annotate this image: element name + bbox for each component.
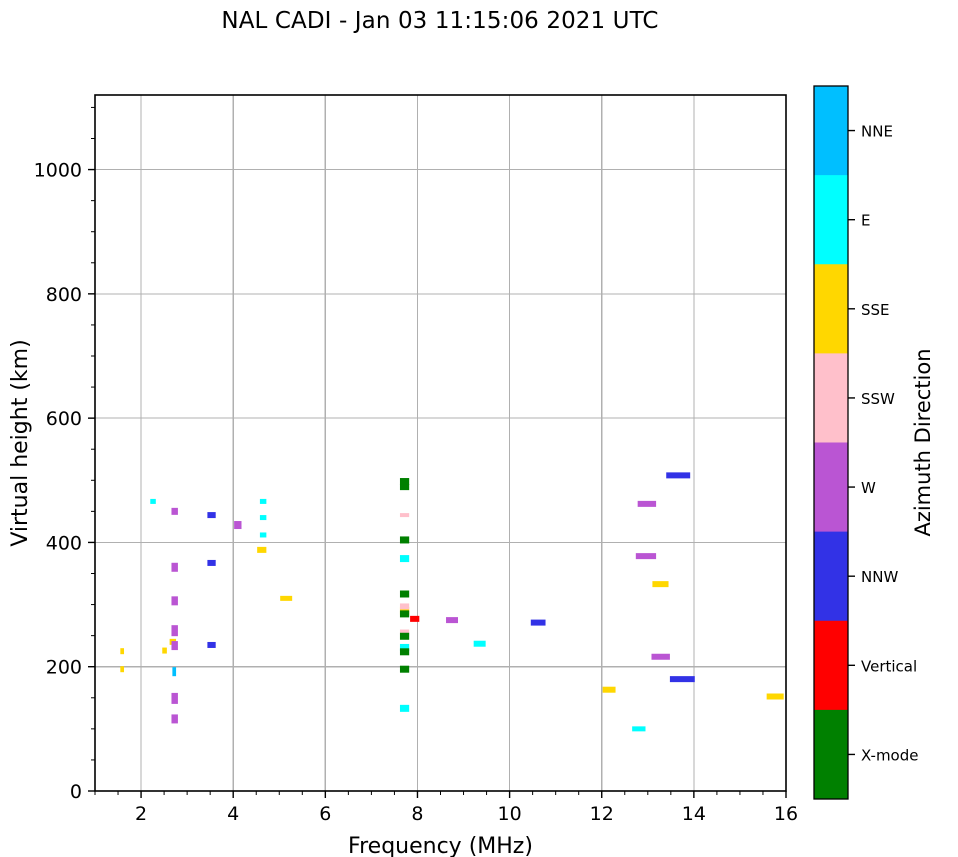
x-tick-label: 6 xyxy=(319,803,331,825)
colorbar-segment-w[interactable] xyxy=(814,442,848,533)
colorbar-segment-x-mode[interactable] xyxy=(814,709,848,800)
colorbar-segment-ssw[interactable] xyxy=(814,353,848,443)
axis-tick-labels: 2 4 6 8 10 12 14 16 0 200 400 600 800 1000 Frequency (… xyxy=(8,160,798,857)
y-tick-label: 600 xyxy=(46,408,82,430)
x-tick-label: 16 xyxy=(774,803,798,825)
axis-ticks xyxy=(88,106,787,798)
x-tick-label: 12 xyxy=(590,803,614,825)
x-tick-label: 8 xyxy=(411,803,423,825)
colorbar-label-ssw: SSW xyxy=(861,390,895,408)
colorbar-title: Azimuth Direction xyxy=(911,348,935,536)
x-axis-label: Frequency (MHz) xyxy=(348,834,533,857)
y-tick-label: 800 xyxy=(46,284,82,306)
colorbar-segment-vertical[interactable] xyxy=(814,620,848,711)
colorbar-label-w: W xyxy=(861,479,876,497)
y-axis-label: Virtual height (km) xyxy=(8,339,33,546)
colorbar-label-e: E xyxy=(861,212,870,230)
x-tick-label: 14 xyxy=(682,803,706,825)
x-tick-label: 4 xyxy=(227,803,239,825)
colorbar-segment-sse[interactable] xyxy=(814,264,848,354)
page-title: NAL CADI - Jan 03 11:15:06 2021 UTC xyxy=(221,8,659,34)
colorbar-frame xyxy=(813,85,849,800)
colorbar-segment-nnw[interactable] xyxy=(814,531,848,622)
axis-box xyxy=(94,94,787,792)
colorbar-label-sse: SSE xyxy=(861,301,890,319)
y-tick-label: 1000 xyxy=(34,160,82,182)
x-tick-label: 2 xyxy=(135,803,147,825)
colorbar-label-nnw: NNW xyxy=(861,568,898,586)
axis-frame xyxy=(94,94,787,792)
data-traces xyxy=(120,472,784,732)
colorbar[interactable]: NNE E SSE SSW W NNW Vertical X-mode Azimuth Dire… xyxy=(813,85,935,800)
x-tick-label: 10 xyxy=(498,803,522,825)
y-tick-label: 200 xyxy=(46,657,82,679)
colorbar-label-x-mode: X-mode xyxy=(861,746,918,764)
y-tick-label: 0 xyxy=(70,781,82,803)
colorbar-segment-nne[interactable] xyxy=(814,86,848,176)
colorbar-label-nne: NNE xyxy=(861,123,893,141)
colorbar-label-vertical: Vertical xyxy=(861,657,917,675)
y-tick-label: 400 xyxy=(46,532,82,554)
colorbar-segment-e[interactable] xyxy=(814,175,848,265)
grid-lines xyxy=(95,95,786,791)
